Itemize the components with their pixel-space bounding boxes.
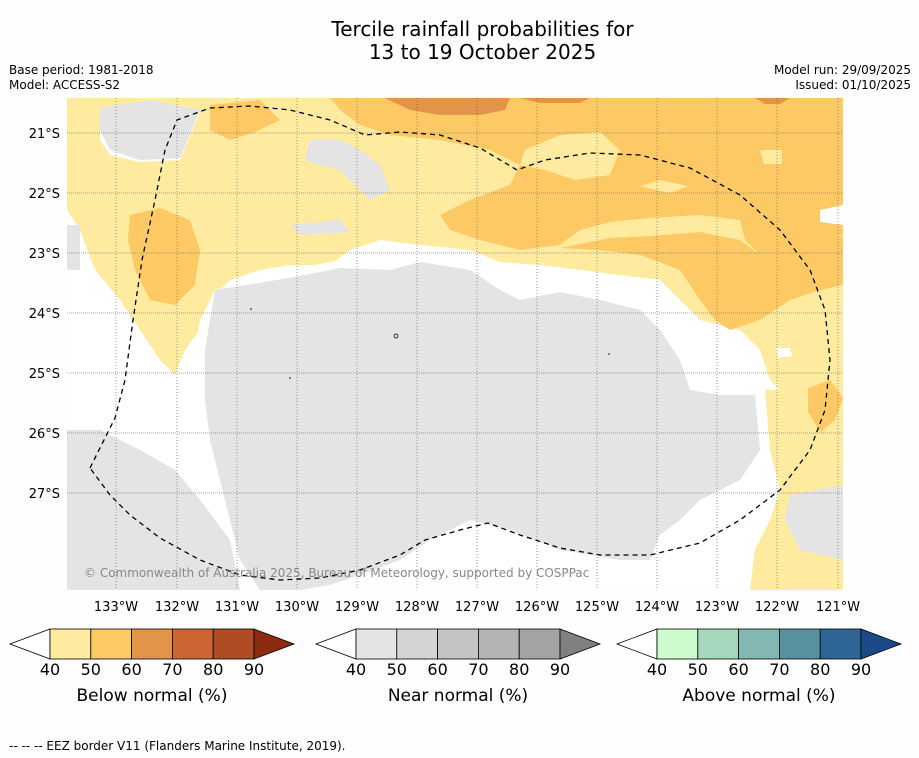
below-normal-60-northwest [210, 100, 280, 140]
colorbar-segment [131, 628, 173, 660]
colorbar-extend-low [8, 628, 51, 660]
colorbar-tick: 60 [728, 660, 749, 679]
graticule [67, 98, 843, 590]
below-normal-70-c [755, 98, 790, 104]
lon-label: 130°W [275, 600, 319, 615]
map-plot-area: © Commonwealth of Australia 2025, Bureau… [67, 98, 843, 590]
lon-label: 131°W [215, 600, 259, 615]
lon-label: 123°W [695, 600, 739, 615]
map-title: Tercile rainfall probabilities for 13 to… [0, 18, 919, 64]
below-normal-50-hole-a [520, 132, 620, 180]
colorbar-tick: 40 [345, 660, 367, 679]
lon-label: 128°W [395, 600, 439, 615]
below-normal-50-hole-b [640, 180, 688, 193]
model-name: Model: ACCESS-S2 [9, 78, 121, 92]
colorbar-segment [171, 628, 214, 660]
colorbar-tick: 80 [509, 660, 530, 679]
eez-border [89, 105, 831, 581]
colorbar-segment [49, 628, 92, 660]
lon-label: 127°W [455, 600, 499, 615]
colorbar-tick: 70 [162, 660, 183, 679]
colorbar-segment [477, 628, 520, 660]
colorbar-segment [819, 628, 862, 660]
colorbar [8, 628, 296, 660]
colorbar-label: Below normal (%) [76, 686, 228, 706]
colorbar-tick: 80 [203, 660, 224, 679]
colorbar-tick: 80 [810, 660, 831, 679]
colorbar-tick: 70 [769, 660, 790, 679]
lon-label: 124°W [635, 600, 679, 615]
colorbar-tick: 60 [427, 660, 448, 679]
colorbar-tick: 90 [243, 660, 265, 679]
lon-label: 129°W [335, 600, 379, 615]
colorbar-tick: 50 [80, 660, 101, 679]
below-normal-60-west [128, 208, 200, 305]
eez-legend-note: -- -- -- EEZ border V11 (Flanders Marine… [9, 739, 346, 753]
lat-label: 22°S [29, 187, 60, 202]
colorbar-tick: 50 [386, 660, 407, 679]
below-normal-60-east [560, 232, 843, 330]
colorbar-tick: 40 [646, 660, 668, 679]
model-run: Model run: 29/09/2025 [773, 63, 911, 77]
lat-label: 26°S [29, 427, 60, 442]
colorbar-segment [738, 628, 780, 660]
lat-label: 25°S [29, 367, 60, 382]
meta-right: Model run: 29/09/2025 Issued: 01/10/2025 [774, 63, 911, 93]
copyright-notice: © Commonwealth of Australia 2025, Bureau… [84, 566, 589, 580]
colorbar-segment [697, 628, 739, 660]
colorbar-tick: 50 [687, 660, 708, 679]
island-marker [608, 353, 610, 355]
colorbar-tick: 90 [549, 660, 571, 679]
latitude-labels: 21°S 22°S 23°S 24°S 25°S 26°S 27°S [29, 127, 60, 502]
colorbar [314, 628, 602, 660]
lon-label: 133°W [94, 600, 138, 615]
colorbar-tick: 70 [468, 660, 489, 679]
island-marker [250, 308, 252, 310]
lat-label: 21°S [29, 127, 60, 142]
below-normal-70-a [385, 98, 510, 115]
lon-label: 132°W [155, 600, 199, 615]
colorbar-segment [437, 628, 479, 660]
colorbar-segment [518, 628, 561, 660]
colorbar-segment [212, 628, 255, 660]
white-hole-f [820, 205, 843, 225]
below-normal-50-hole-c [760, 150, 782, 164]
below-normal-70-b [520, 98, 590, 103]
colorbar-extend-high [860, 628, 903, 660]
colorbar-extend-high [253, 628, 296, 660]
title-line-1: Tercile rainfall probabilities for [331, 17, 634, 41]
colorbar-tick: 90 [850, 660, 872, 679]
colorbar-segment [656, 628, 699, 660]
lon-label: 121°W [816, 600, 860, 615]
issued-date: Issued: 01/10/2025 [795, 78, 911, 92]
island-marker [289, 377, 291, 379]
lat-label: 27°S [29, 487, 60, 502]
longitude-labels: 133°W 132°W 131°W 130°W 129°W 128°W 127°W 126°W… [94, 600, 860, 615]
white-hole-e [776, 348, 792, 358]
lat-label: 24°S [29, 307, 60, 322]
lat-label: 23°S [29, 247, 60, 262]
colorbar-segment [90, 628, 133, 660]
colorbar-extend-high [559, 628, 602, 660]
meta-left: Base period: 1981-2018 Model: ACCESS-S2 [9, 63, 154, 93]
colorbar-label: Above normal (%) [682, 686, 836, 706]
colorbar-label: Near normal (%) [387, 686, 529, 706]
colorbar-extend-low [314, 628, 357, 660]
lon-label: 125°W [575, 600, 619, 615]
colorbar-segment [396, 628, 438, 660]
lon-label: 126°W [515, 600, 559, 615]
colorbar-tick: 60 [121, 660, 142, 679]
base-period: Base period: 1981-2018 [9, 63, 154, 77]
island-marker [393, 333, 399, 339]
colorbars [8, 628, 903, 660]
colorbar-extend-low [615, 628, 658, 660]
colorbar-segment [355, 628, 398, 660]
colorbar-segment [779, 628, 821, 660]
colorbar-tick: 40 [39, 660, 61, 679]
lon-label: 122°W [755, 600, 799, 615]
title-line-2: 13 to 19 October 2025 [368, 40, 597, 64]
colorbar [615, 628, 903, 660]
